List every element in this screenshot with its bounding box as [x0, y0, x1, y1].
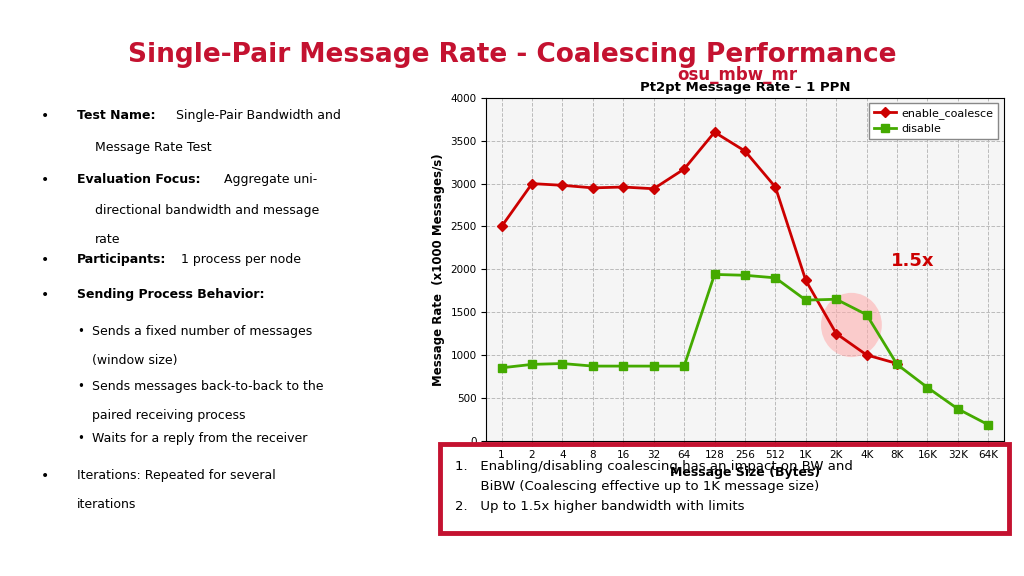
Line: enable_coalesce: enable_coalesce: [498, 128, 901, 367]
enable_coalesce: [556, 182, 568, 189]
Text: Single-Pair Message Rate - Coalescing Performance: Single-Pair Message Rate - Coalescing Pe…: [128, 41, 896, 68]
disable: [526, 361, 539, 368]
Text: •: •: [77, 325, 84, 339]
enable_coalesce: [617, 184, 630, 191]
disable: [556, 360, 568, 367]
Text: Sends a fixed number of messages: Sends a fixed number of messages: [92, 325, 312, 339]
Text: Participants:: Participants:: [77, 253, 166, 267]
Text: (window size): (window size): [92, 354, 177, 367]
enable_coalesce: [526, 180, 539, 187]
disable: [738, 272, 751, 279]
disable: [982, 421, 994, 428]
Text: Evaluation Focus:: Evaluation Focus:: [77, 173, 201, 186]
disable: [647, 363, 659, 370]
Line: disable: disable: [498, 271, 992, 429]
Text: •: •: [77, 432, 84, 445]
Text: •: •: [41, 469, 49, 483]
Text: Sends messages back-to-back to the: Sends messages back-to-back to the: [92, 380, 324, 393]
Text: •: •: [41, 253, 49, 267]
Text: Aggregate uni-: Aggregate uni-: [220, 173, 317, 186]
X-axis label: Message Size (Bytes): Message Size (Bytes): [670, 466, 820, 479]
enable_coalesce: [496, 223, 508, 230]
Text: Single-Pair Bandwidth and: Single-Pair Bandwidth and: [172, 109, 341, 123]
enable_coalesce: [800, 277, 812, 284]
disable: [951, 406, 964, 412]
disable: [860, 311, 872, 318]
Y-axis label: Message Rate  (x1000 Messages/s): Message Rate (x1000 Messages/s): [432, 153, 444, 385]
enable_coalesce: [587, 184, 599, 191]
Title: Pt2pt Message Rate – 1 PPN: Pt2pt Message Rate – 1 PPN: [640, 81, 850, 94]
Text: 1 process per node: 1 process per node: [177, 253, 301, 267]
disable: [678, 363, 690, 370]
disable: [922, 384, 934, 391]
Text: Waits for a reply from the receiver: Waits for a reply from the receiver: [92, 432, 307, 445]
enable_coalesce: [738, 147, 751, 154]
Legend: enable_coalesce, disable: enable_coalesce, disable: [869, 104, 998, 139]
Text: 1.   Enabling/disabling coalescing has an impact on BW and
      BiBW (Coalescin: 1. Enabling/disabling coalescing has an …: [455, 460, 852, 513]
disable: [800, 297, 812, 304]
Text: paired receiving process: paired receiving process: [92, 409, 246, 422]
enable_coalesce: [830, 330, 843, 337]
disable: [891, 361, 903, 368]
Ellipse shape: [821, 293, 882, 357]
disable: [617, 363, 630, 370]
Text: directional bandwidth and message: directional bandwidth and message: [95, 204, 319, 218]
enable_coalesce: [678, 165, 690, 172]
Text: 18: 18: [977, 548, 998, 563]
Text: Test Name:: Test Name:: [77, 109, 156, 123]
enable_coalesce: [647, 185, 659, 192]
Text: rate: rate: [95, 233, 121, 247]
Text: Message Rate Test: Message Rate Test: [95, 141, 212, 154]
Text: •: •: [77, 380, 84, 393]
disable: [830, 296, 843, 303]
enable_coalesce: [891, 360, 903, 367]
disable: [587, 363, 599, 370]
enable_coalesce: [709, 129, 721, 136]
disable: [709, 271, 721, 278]
Text: osu_mbw_mr: osu_mbw_mr: [677, 66, 798, 84]
Text: 1.5x: 1.5x: [891, 252, 935, 270]
Text: •: •: [41, 109, 49, 123]
Text: Sending Process Behavior:: Sending Process Behavior:: [77, 288, 264, 301]
Text: SC'23: SC'23: [493, 549, 531, 562]
enable_coalesce: [860, 351, 872, 358]
Text: •: •: [41, 173, 49, 187]
enable_coalesce: [769, 184, 781, 191]
disable: [496, 365, 508, 372]
Text: •: •: [41, 288, 49, 302]
disable: [769, 274, 781, 281]
Text: iterations: iterations: [77, 498, 136, 511]
Text: Network Based Computing Laboratory: Network Based Computing Laboratory: [12, 549, 299, 562]
Text: Iterations: Repeated for several: Iterations: Repeated for several: [77, 469, 275, 483]
